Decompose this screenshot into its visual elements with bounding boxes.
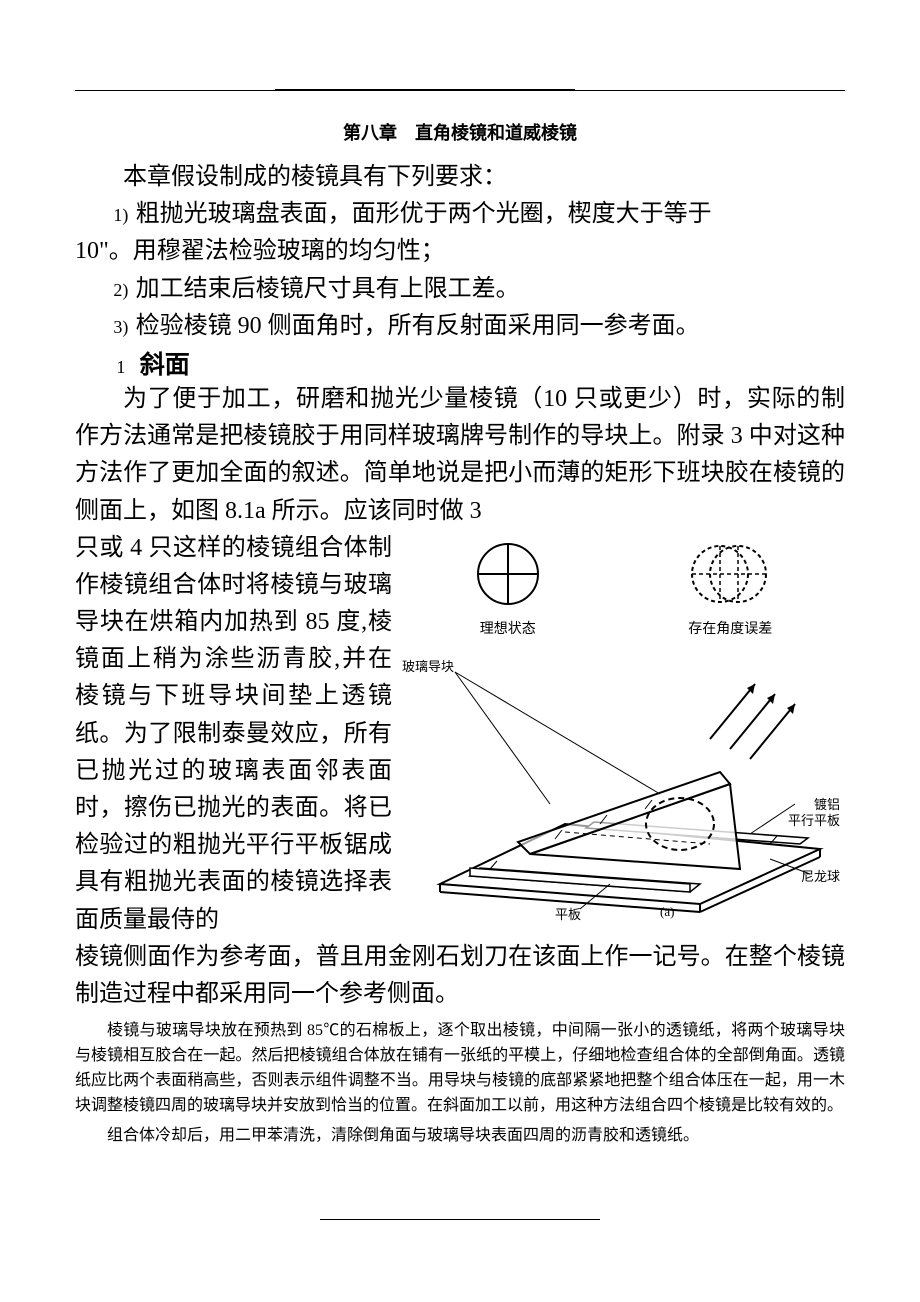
top-horizontal-rule <box>75 90 845 91</box>
requirement-3: 3) 检验棱镜 90 侧面角时，所有反射面采用同一参考面。 <box>75 308 845 345</box>
label-parallel-plate: 平行平板 <box>788 810 840 829</box>
error-crosshair-icon <box>690 539 770 609</box>
requirement-1: 1) 粗抛光玻璃盘表面，面形优于两个光圈，楔度大于等于 <box>75 196 845 233</box>
section-number: 1 <box>116 357 125 377</box>
figure-top-row: 理想状态 存在角度误差 <box>400 534 845 644</box>
paragraph-2: 棱镜与玻璃导块放在预热到 85℃的石棉板上，逐个取出棱镜，中间隔一张小的透镜纸，… <box>75 1019 845 1118</box>
error-circle-box: 存在角度误差 <box>688 539 772 638</box>
paragraph-3: 组合体冷却后，用二甲苯清洗，清除倒角面与玻璃导块表面四周的沥青胶和透镜纸。 <box>75 1124 845 1149</box>
paragraph-1-head-text: 为了便于加工，研磨和抛光少量棱镜（10 只或更少）时，实际的制作方法通常是把棱镜… <box>75 381 845 530</box>
ideal-circle-box: 理想状态 <box>473 539 543 638</box>
error-label: 存在角度误差 <box>688 618 772 638</box>
figure-8-1a: 理想状态 存在角度误差 <box>400 534 845 924</box>
assembly-diagram-icon <box>400 644 845 924</box>
paragraph-1-head: 为了便于加工，研磨和抛光少量棱镜（10 只或更少）时，实际的制作方法通常是把棱镜… <box>75 381 845 530</box>
label-glass-guide: 玻璃导块 <box>402 656 454 675</box>
intro-sentence: 本章假设制成的棱镜具有下列要求： <box>75 159 845 196</box>
section-title: 斜面 <box>140 351 190 379</box>
label-subfig: (a) <box>660 904 674 920</box>
section-heading: 1 斜面 <box>75 345 845 381</box>
bottom-horizontal-rule <box>320 1219 600 1220</box>
ideal-label: 理想状态 <box>473 618 543 638</box>
wrapped-region: 理想状态 存在角度误差 <box>75 530 845 939</box>
enum-text: 粗抛光玻璃盘表面，面形优于两个光圈，楔度大于等于 <box>136 201 712 227</box>
chapter-title: 第八章 直角棱镜和道威棱镜 <box>75 119 845 145</box>
ideal-crosshair-icon <box>473 539 543 609</box>
enum-number: 3) <box>113 317 128 337</box>
enum-text: 加工结束后棱镜尺寸具有上限工差。 <box>136 276 520 302</box>
paragraph-1-tail: 棱镜侧面作为参考面，普且用金刚石划刀在该面上作一记号。在整个棱镜制造过程中都采用… <box>75 939 845 1013</box>
label-nylon: 尼龙球 <box>801 866 840 885</box>
enum-text: 检验棱镜 90 侧面角时，所有反射面采用同一参考面。 <box>136 313 700 339</box>
requirement-1-continuation: 10"。用穆翟法检验玻璃的均匀性； <box>75 233 845 270</box>
requirement-2: 2) 加工结束后棱镜尺寸具有上限工差。 <box>75 271 845 308</box>
label-flat: 平板 <box>555 904 581 923</box>
enum-number: 1) <box>113 205 128 225</box>
enum-number: 2) <box>113 280 128 300</box>
figure-assembly: 玻璃导块 镀铝 平行平板 尼龙球 平板 (a) <box>400 644 845 924</box>
